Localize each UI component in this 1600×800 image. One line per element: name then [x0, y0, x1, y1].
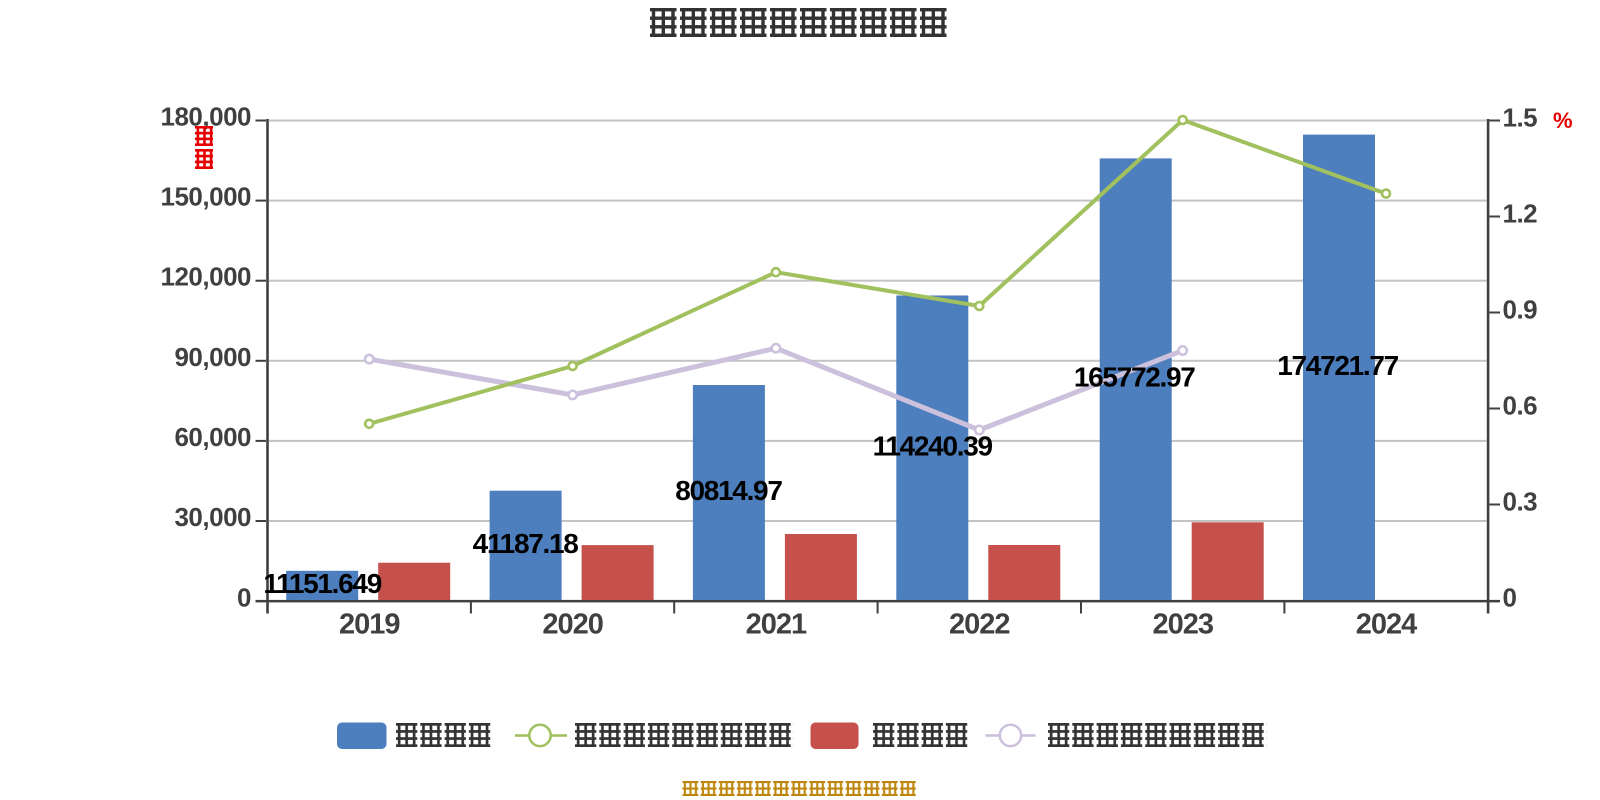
svg-text:60,000: 60,000: [174, 422, 251, 452]
svg-text:2019: 2019: [339, 609, 400, 641]
svg-text:1.2: 1.2: [1503, 199, 1538, 229]
svg-text:114240.39: 114240.39: [873, 430, 993, 461]
svg-text:150,000: 150,000: [161, 182, 252, 212]
svg-text:2020: 2020: [542, 609, 603, 641]
svg-text:2024: 2024: [1356, 609, 1417, 641]
svg-text:90,000: 90,000: [174, 342, 251, 372]
svg-text:0: 0: [237, 583, 251, 613]
svg-text:0: 0: [1503, 583, 1517, 613]
svg-text:0.9: 0.9: [1503, 295, 1538, 325]
svg-text:80814.97: 80814.97: [675, 475, 782, 506]
svg-text:30,000: 30,000: [174, 502, 251, 532]
svg-text:0.3: 0.3: [1503, 487, 1538, 517]
svg-text:41187.18: 41187.18: [473, 528, 579, 559]
svg-text:11151.649: 11151.649: [263, 568, 381, 599]
svg-text:120,000: 120,000: [161, 262, 252, 292]
svg-text:2022: 2022: [949, 609, 1010, 641]
svg-text:165772.97: 165772.97: [1074, 362, 1195, 393]
svg-text:2023: 2023: [1152, 609, 1213, 641]
svg-text:%: %: [1553, 108, 1573, 133]
svg-text:1.5: 1.5: [1503, 103, 1538, 133]
svg-text:0.6: 0.6: [1503, 391, 1538, 421]
svg-text:2021: 2021: [746, 609, 807, 641]
svg-text:174721.77: 174721.77: [1277, 350, 1398, 381]
